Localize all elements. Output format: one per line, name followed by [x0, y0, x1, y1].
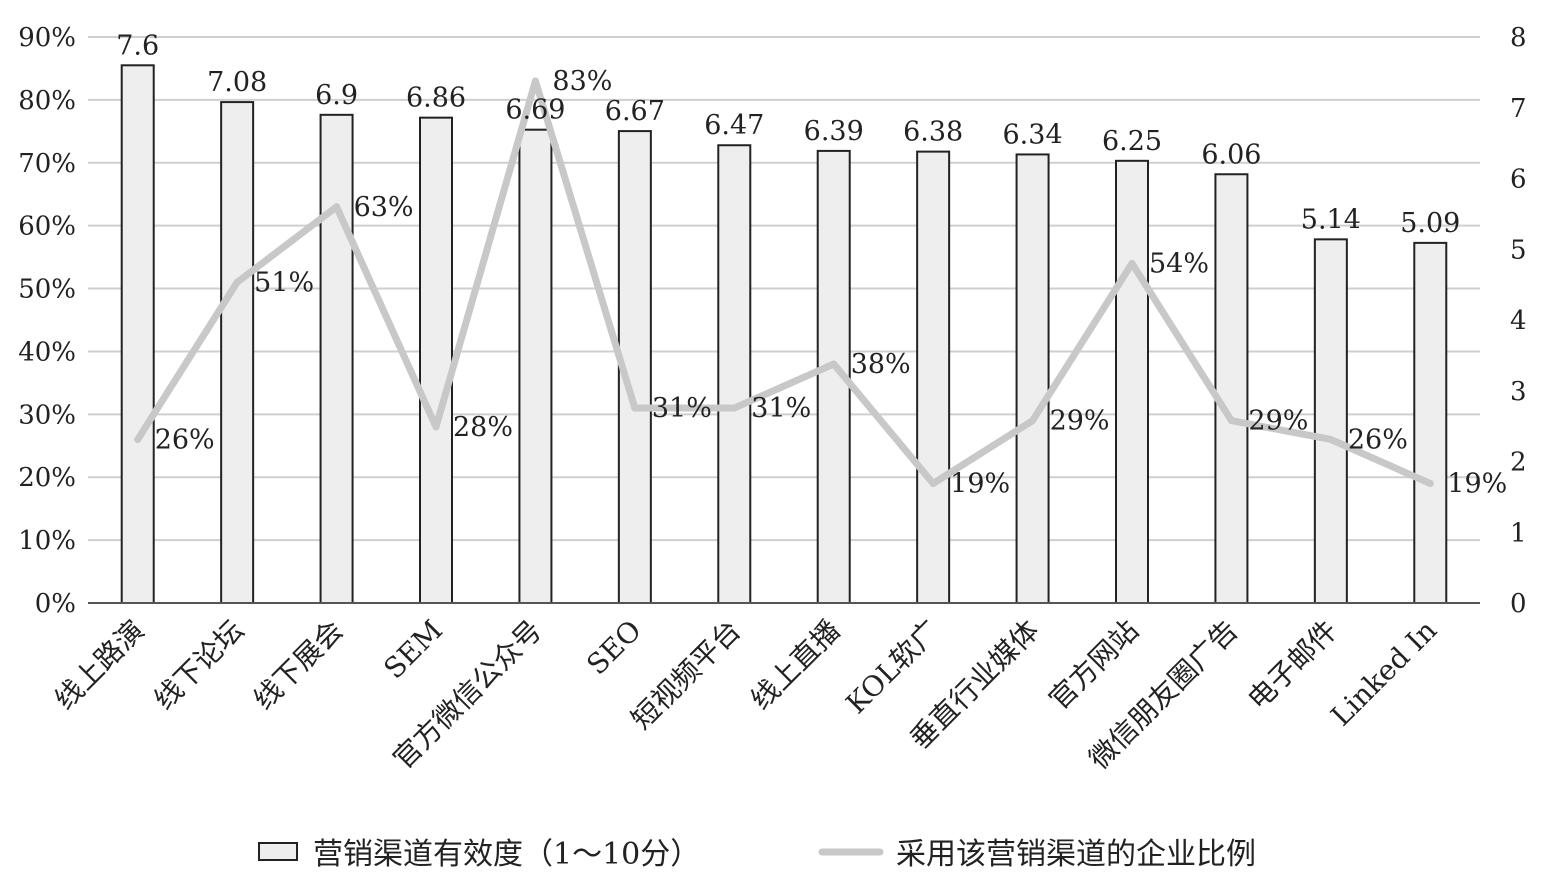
- line-point: [1227, 417, 1235, 425]
- bar-value-label: 6.69: [505, 95, 565, 126]
- line-value-label: 54%: [1149, 248, 1209, 279]
- line-point: [929, 480, 937, 488]
- line-point: [1426, 480, 1434, 488]
- y-left-tick-label: 0%: [35, 589, 76, 619]
- y-left-tick-label: 50%: [18, 275, 76, 305]
- line-point: [830, 360, 838, 368]
- label-layer: 7.6 7.08 6.9 6.86 6.69 6.67 6.47 6.39 6.38 6.34 6.…: [116, 30, 1507, 499]
- line-point: [1128, 259, 1136, 267]
- line-value-label: 38%: [851, 349, 911, 380]
- line-point: [730, 404, 738, 412]
- line-point: [233, 278, 241, 286]
- bar-value-label: 6.39: [804, 116, 864, 147]
- line-point: [134, 435, 142, 443]
- x-category-label: 官方网站: [1042, 614, 1145, 717]
- y-right-tick-label: 4: [1510, 306, 1527, 336]
- y-left-tick-label: 80%: [18, 86, 76, 116]
- y-left-tick-label: 10%: [18, 526, 76, 556]
- y-right-tick-label: 8: [1510, 23, 1527, 53]
- line-value-label: 26%: [1348, 424, 1408, 455]
- bar: [1015, 153, 1050, 604]
- y-left-tick-label: 60%: [18, 212, 76, 242]
- line-value-label: 31%: [652, 393, 712, 424]
- bar-value-label: 6.38: [903, 117, 963, 148]
- line-value-label: 31%: [751, 393, 811, 424]
- x-category-label: 短视频平台: [625, 614, 747, 736]
- bar-value-label: 6.67: [605, 96, 665, 127]
- bar: [419, 116, 453, 604]
- bar-value-label: 6.47: [704, 110, 764, 141]
- bar: [1214, 173, 1249, 604]
- bar-value-label: 6.86: [406, 83, 466, 114]
- line-value-label: 19%: [950, 469, 1010, 500]
- x-category-label: KOL软广: [840, 614, 947, 721]
- x-category-label: 电子邮件: [1241, 614, 1344, 717]
- y-left-tick-label: 70%: [18, 149, 76, 179]
- series-line: [134, 77, 1434, 488]
- line-point: [1327, 435, 1335, 443]
- y-left-tick-label: 90%: [18, 23, 76, 53]
- bar: [1313, 238, 1348, 604]
- line-value-label: 29%: [1248, 406, 1308, 437]
- y-right-tick-label: 3: [1510, 377, 1527, 407]
- y-right-tick-label: 5: [1510, 235, 1527, 265]
- bar-value-label: 5.14: [1301, 204, 1361, 235]
- line-point: [531, 77, 539, 85]
- x-category-label: SEO: [580, 614, 648, 682]
- bar-value-label: 6.06: [1201, 139, 1261, 170]
- y-right-tick-label: 0: [1510, 589, 1527, 619]
- line-value-label: 19%: [1447, 469, 1507, 500]
- line-value-label: 28%: [453, 412, 513, 443]
- y-left-tick-label: 20%: [18, 463, 76, 493]
- bar-layer: [120, 64, 1448, 605]
- y-right-tick-label: 7: [1510, 94, 1527, 124]
- line-point: [432, 423, 440, 431]
- y-right-tick-label: 6: [1510, 165, 1527, 195]
- bar: [1115, 159, 1149, 604]
- y-left-tick-label: 30%: [18, 400, 76, 430]
- x-category-label: SEM: [377, 614, 449, 686]
- line-value-label: 63%: [354, 192, 414, 223]
- x-category-label: 线下展会: [247, 614, 350, 717]
- bar: [220, 101, 255, 604]
- y-right-tick-label: 2: [1510, 448, 1527, 478]
- y-right-tick-label: 1: [1510, 518, 1527, 548]
- line-value-label: 29%: [1050, 406, 1110, 437]
- x-category-label: 线上直播: [744, 614, 847, 717]
- legend-bar-swatch: [258, 842, 298, 861]
- legend: 营销渠道有效度（1～10分） 采用该营销渠道的企业比例: [258, 837, 1256, 872]
- bar-value-label: 7.08: [207, 67, 267, 98]
- bar: [319, 113, 354, 604]
- line-point: [1029, 417, 1037, 425]
- x-category-label: Linked In: [1324, 614, 1443, 733]
- legend-bar-label: 营销渠道有效度（1～10分）: [313, 837, 700, 872]
- bar-value-label: 5.09: [1400, 208, 1460, 239]
- line-layer: [134, 77, 1434, 488]
- bar-value-label: 6.9: [315, 80, 358, 111]
- bar-value-label: 6.34: [1003, 119, 1063, 150]
- line-value-label: 83%: [552, 66, 612, 97]
- y-left-tick-label: 40%: [18, 337, 76, 367]
- x-category-label: 线下论坛: [148, 614, 251, 717]
- x-category-label: 线上路演: [48, 614, 151, 717]
- bar: [518, 128, 553, 604]
- line-value-label: 26%: [155, 424, 215, 455]
- bar: [1413, 241, 1448, 604]
- line-point: [333, 203, 341, 211]
- bar: [717, 144, 752, 604]
- legend-line-label: 采用该营销渠道的企业比例: [896, 837, 1256, 872]
- bar-value-label: 6.25: [1102, 126, 1162, 157]
- line-value-label: 51%: [254, 267, 314, 298]
- bar: [916, 150, 951, 605]
- line-point: [631, 404, 639, 412]
- bar-value-label: 7.6: [116, 30, 159, 61]
- bar: [120, 64, 155, 605]
